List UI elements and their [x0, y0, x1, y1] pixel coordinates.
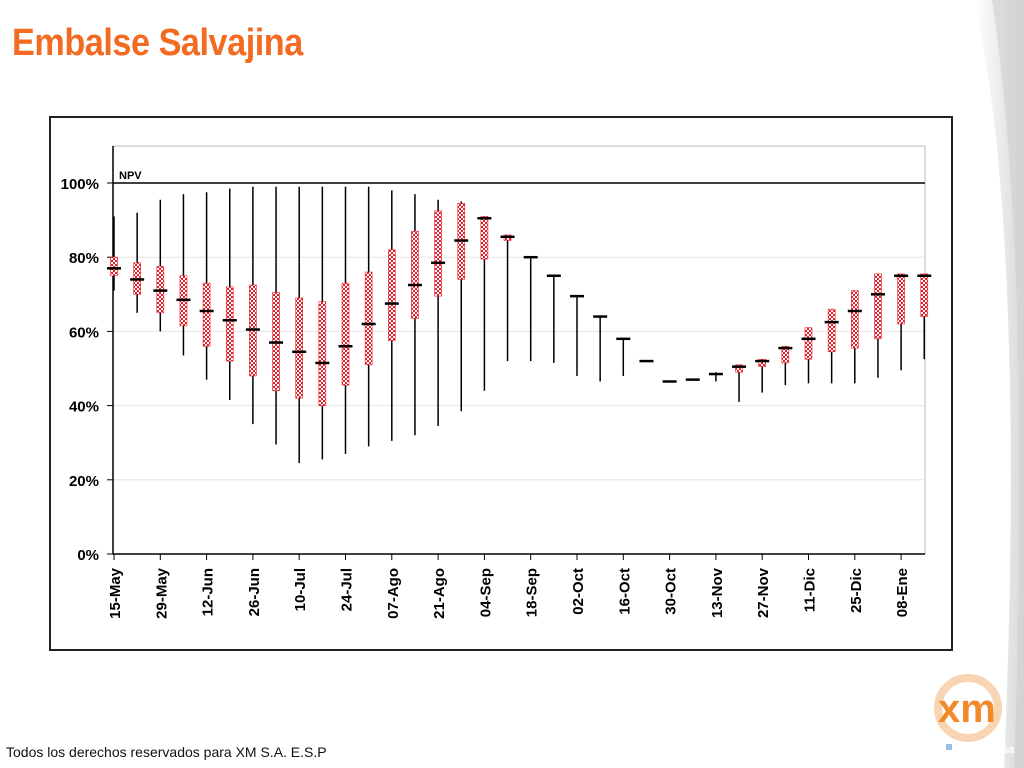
- reservoir-box-chart: NPV 0% 20% 40% 60% 80% 100% 15-May 29-May 12-Jun…: [61, 145, 932, 619]
- logo-subtitle: filial de isa: [958, 744, 1015, 756]
- x-tick-label: 12-Jun: [200, 568, 217, 616]
- box: [225, 286, 234, 362]
- x-tick-label: 30-Oct: [663, 568, 680, 615]
- x-tick-label: 18-Sep: [524, 568, 541, 617]
- slide-title: Embalse Salvajina: [12, 22, 303, 64]
- x-tick-label: 13-Nov: [709, 567, 726, 618]
- box: [411, 230, 419, 319]
- box: [897, 273, 905, 325]
- xm-logo: xm: [934, 674, 1002, 750]
- box: [735, 364, 743, 373]
- box: [202, 282, 211, 347]
- x-tick-label: 16-Oct: [616, 568, 633, 615]
- box: [874, 273, 882, 340]
- y-tick-label: 80%: [69, 250, 99, 267]
- box: [781, 345, 790, 364]
- x-tick-label: 08-Ene: [894, 568, 911, 617]
- y-tick-label: 40%: [69, 399, 99, 416]
- footer-copyright: Todos los derechos reservados para XM S.…: [6, 744, 327, 760]
- x-tick-label: 07-Ago: [385, 568, 402, 619]
- box: [758, 358, 767, 367]
- x-tick-label: 25-Dic: [848, 568, 865, 613]
- plot-area: [112, 145, 926, 555]
- y-tick-label: 60%: [69, 324, 99, 341]
- x-tick-label: 27-Nov: [755, 567, 772, 618]
- x-tick-label: 10-Jul: [292, 568, 309, 611]
- box: [295, 297, 303, 399]
- y-tick-label: 0%: [77, 547, 99, 564]
- npv-label: NPV: [119, 170, 142, 182]
- decorative-arc: [974, 0, 1024, 768]
- box: [850, 290, 859, 349]
- box: [387, 249, 396, 341]
- box: [827, 308, 836, 353]
- box: [110, 256, 118, 277]
- axis-layer: [107, 146, 925, 560]
- y-tick-label: 20%: [69, 473, 99, 490]
- box: [804, 327, 813, 360]
- svg-text:xm: xm: [938, 687, 996, 731]
- box-layer: [107, 186, 932, 464]
- grid-layer: [112, 145, 926, 555]
- y-tick-label: 100%: [61, 176, 99, 193]
- x-tick-label: 24-Jul: [339, 568, 356, 611]
- box: [480, 216, 489, 260]
- x-tick-label: 21-Ago: [431, 568, 448, 619]
- x-tick-label: 04-Sep: [477, 568, 494, 617]
- x-tick-label: 29-May: [153, 567, 170, 619]
- reference-layer: NPV: [113, 170, 925, 184]
- chart-frame: [49, 116, 953, 651]
- box: [341, 282, 350, 386]
- tick-label-layer: 0% 20% 40% 60% 80% 100% 15-May 29-May 12-Jun 26-J…: [61, 176, 911, 619]
- x-tick-label: 11-Dic: [802, 568, 819, 612]
- x-tick-label: 15-May: [107, 567, 124, 619]
- x-tick-label: 02-Oct: [570, 568, 587, 615]
- box: [434, 210, 442, 297]
- box: [364, 271, 373, 366]
- box: [920, 273, 929, 317]
- box: [318, 301, 327, 406]
- x-tick-label: 26-Jun: [246, 568, 263, 616]
